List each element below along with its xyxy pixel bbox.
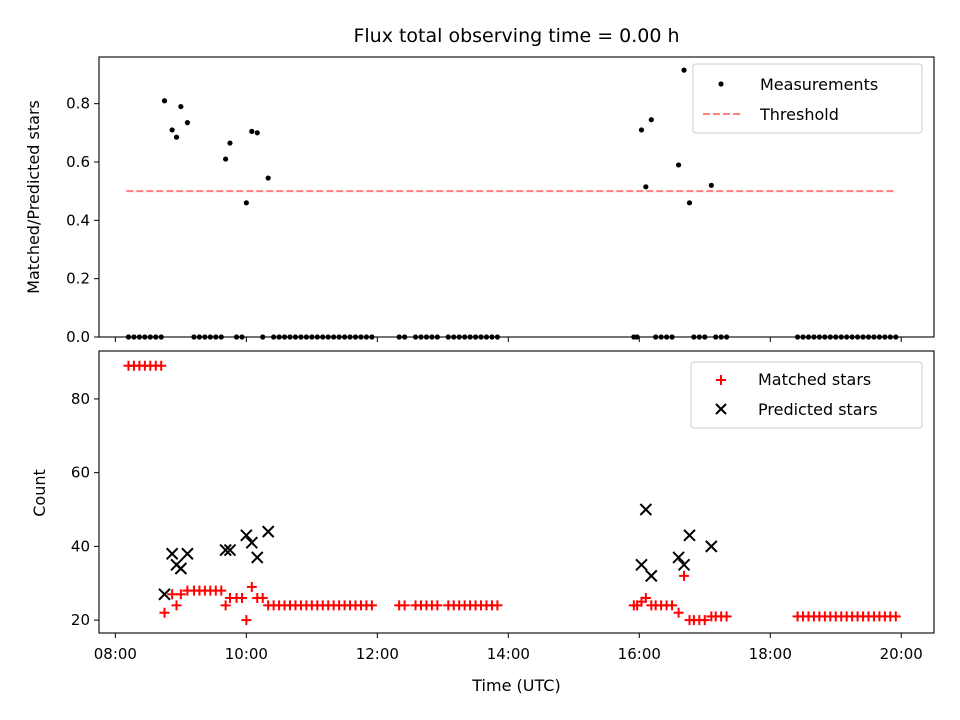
- top-y-tick-label: 0.6: [66, 153, 90, 171]
- top-y-axis: 0.0 0.2 0.4 0.6 0.8: [66, 95, 99, 346]
- top-y-tick-label: 0.0: [66, 328, 90, 346]
- top-legend: Measurements Threshold: [692, 63, 923, 134]
- predicted-stars-point: [240, 529, 253, 542]
- matched-stars-point: [171, 600, 182, 611]
- matched-stars-point: [890, 611, 901, 622]
- measurement-point: [184, 120, 191, 126]
- bottom-y-tick-label: 20: [71, 611, 90, 629]
- bottom-x-tick-label: 10:00: [225, 645, 268, 663]
- matched-stars-point: [721, 611, 732, 622]
- bottom-y-tick-label: 60: [71, 464, 90, 482]
- x-axis-label: Time (UTC): [471, 676, 560, 695]
- matched-stars-point: [159, 607, 170, 618]
- bottom-x-axis: 08:00 10:00 12:00 14:00 16:00 18:00 20:00: [94, 633, 923, 663]
- bottom-y-tick-label: 40: [71, 537, 90, 555]
- matched-stars-point: [699, 615, 710, 626]
- measurement-point: [675, 162, 682, 168]
- bottom-x-tick-label: 14:00: [487, 645, 530, 663]
- matched-stars-point: [257, 592, 268, 603]
- predicted-stars-point: [639, 503, 653, 516]
- bottom-legend: Matched stars Predicted stars: [690, 361, 923, 429]
- top-panel: Flux total observing time = 0.00 h 0.00.…: [24, 25, 935, 346]
- bottom-y-axis-label: Count: [30, 469, 49, 517]
- bottom-panel: 20 40 60 80 08:00 10:00 12:00 14:00 16:00 18:00 2…: [30, 350, 935, 695]
- matched-stars-point: [156, 360, 167, 371]
- matched-stars-point: [241, 615, 252, 626]
- predicted-stars-point: [683, 529, 696, 542]
- bottom-y-axis: 20 40 60 80: [71, 390, 99, 629]
- predicted-stars-point: [635, 558, 648, 572]
- legend-measurements-label: Measurements: [760, 75, 878, 94]
- matched-stars-point: [167, 589, 178, 600]
- measurement-point: [249, 128, 255, 134]
- top-x-ticks: [114, 337, 902, 342]
- matched-stars-point: [667, 600, 678, 611]
- top-y-tick-label: 0.2: [66, 270, 90, 288]
- predicted-stars-point: [174, 562, 188, 575]
- measurement-point: [178, 103, 184, 110]
- predicted-stars-point: [261, 525, 275, 538]
- bottom-plot-area: [123, 360, 901, 626]
- measurement-point: [227, 140, 233, 146]
- predicted-stars-point: [245, 536, 259, 549]
- bottom-axes-frame: [98, 350, 935, 634]
- chart-title: Flux total observing time = 0.00 h: [353, 25, 679, 47]
- predicted-stars-point: [645, 569, 658, 583]
- measurement-point: [643, 184, 649, 190]
- measurement-point: [708, 182, 714, 188]
- legend-predicted-marker: [715, 403, 727, 415]
- measurement-point: [681, 67, 687, 73]
- measurement-point: [686, 200, 693, 206]
- legend-matched-label: Matched stars: [758, 370, 871, 389]
- matched-stars-point: [492, 600, 503, 611]
- matched-stars-point: [246, 581, 257, 592]
- bottom-y-tick-label: 80: [71, 390, 90, 408]
- predicted-stars-point: [219, 543, 232, 557]
- matched-stars-point: [432, 600, 443, 611]
- predicted-stars-point: [158, 588, 171, 601]
- measurement-point: [265, 175, 271, 181]
- matched-stars-point: [399, 600, 410, 611]
- top-y-tick-label: 0.8: [66, 95, 90, 113]
- bottom-x-tick-label: 18:00: [749, 645, 792, 663]
- bottom-x-tick-label: 12:00: [356, 645, 399, 663]
- legend-threshold-label: Threshold: [759, 105, 839, 124]
- bottom-x-tick-label: 16:00: [618, 645, 661, 663]
- top-y-axis-label: Matched/Predicted stars: [24, 100, 43, 294]
- top-axes-frame: [98, 56, 935, 338]
- legend-matched-marker: [716, 375, 726, 385]
- measurement-point: [648, 117, 654, 123]
- measurement-point: [223, 156, 229, 162]
- matched-stars-point: [236, 592, 247, 603]
- legend-measurements-marker: [718, 81, 724, 87]
- predicted-stars-point: [705, 540, 718, 553]
- measurement-point: [243, 200, 249, 206]
- matched-stars-point: [679, 570, 690, 581]
- top-y-tick-label: 0.4: [66, 211, 90, 229]
- bottom-x-tick-label: 20:00: [880, 645, 923, 663]
- legend-predicted-label: Predicted stars: [758, 400, 878, 419]
- measurement-point: [173, 134, 180, 140]
- measurement-point: [169, 127, 175, 133]
- matched-stars-point: [175, 589, 186, 600]
- bottom-x-tick-label: 08:00: [94, 645, 137, 663]
- predicted-stars-point: [677, 558, 691, 572]
- predicted-stars-point: [672, 551, 685, 564]
- matched-stars-point: [216, 585, 227, 596]
- measurement-point: [638, 127, 645, 133]
- predicted-stars-point: [165, 547, 179, 560]
- matched-stars-point: [220, 600, 231, 611]
- matched-stars-point: [673, 607, 684, 618]
- matched-stars-point: [366, 600, 377, 611]
- predicted-stars-point: [181, 547, 194, 560]
- top-legend-box: [692, 63, 923, 134]
- predicted-stars-point: [251, 551, 264, 564]
- matched-stars-point: [640, 592, 651, 603]
- predicted-stars-point: [223, 543, 237, 557]
- measurement-point: [254, 130, 260, 136]
- bottom-legend-box: [690, 361, 923, 429]
- measurement-point: [161, 98, 168, 104]
